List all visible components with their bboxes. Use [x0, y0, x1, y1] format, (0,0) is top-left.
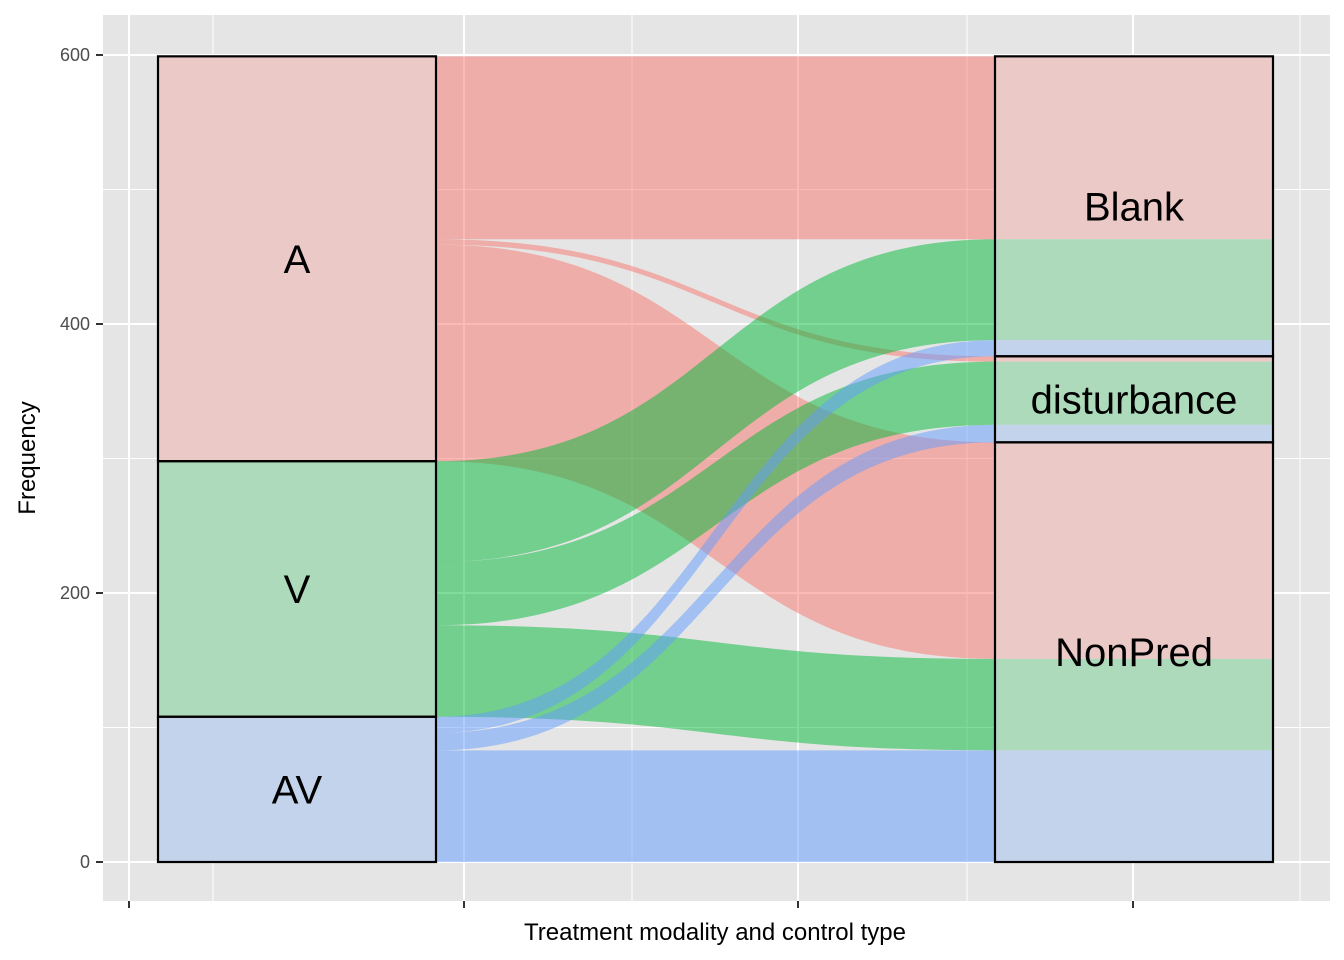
stratum-label-disturbance: disturbance [1031, 378, 1238, 422]
stratum-right-segment-a-nonpred [995, 442, 1273, 659]
axes-layer: Treatment modality and control type Freq… [14, 45, 1134, 946]
flow-a-to-disturbance [436, 239, 995, 362]
stratum-right-segment-v-nonpred [995, 658, 1273, 751]
flow-v-to-nonpred [436, 625, 995, 751]
stratum-right-segment-a-blank [995, 56, 1273, 240]
stratum-box-av [156, 715, 438, 864]
stratum-label-av: AV [272, 768, 323, 812]
stratum-label-nonpred: NonPred [1055, 631, 1213, 675]
flow-av-to-nonpred [436, 750, 995, 862]
stratum-box-nonpred [993, 441, 1275, 864]
stratum-label-a: A [284, 238, 311, 282]
y-tick-label: 600 [60, 45, 90, 65]
flow-av-to-disturbance [436, 424, 995, 751]
flow-a-to-nonpred [436, 244, 995, 659]
stratum-right-segment-v-blank [995, 239, 1273, 341]
flow-layer [436, 56, 995, 862]
stratum-label-v: V [284, 568, 311, 612]
stratum-right-segment-av-disturbance [995, 424, 1273, 443]
flow-av-to-blank [436, 340, 995, 733]
stratum-right-segment-v-disturbance [995, 361, 1273, 425]
stratum-right-segment-a-disturbance [995, 356, 1273, 362]
stratum-label-blank: Blank [1084, 185, 1185, 229]
x-axis-title: Treatment modality and control type [524, 919, 906, 946]
flow-v-to-disturbance [436, 361, 995, 626]
flow-v-to-blank [436, 239, 995, 563]
stratum-right-segment-av-blank [995, 340, 1273, 357]
stratum-left-v-fill [158, 461, 436, 717]
y-tick-label: 200 [60, 583, 90, 603]
stratum-left-av-fill [158, 716, 436, 862]
stratum-left-a-fill [158, 56, 436, 462]
y-tick-label: 0 [80, 852, 90, 872]
y-tick-label: 400 [60, 314, 90, 334]
stratum-right-segment-av-nonpred [995, 750, 1273, 862]
flow-a-to-blank [436, 56, 995, 240]
y-axis-title: Frequency [14, 401, 41, 514]
